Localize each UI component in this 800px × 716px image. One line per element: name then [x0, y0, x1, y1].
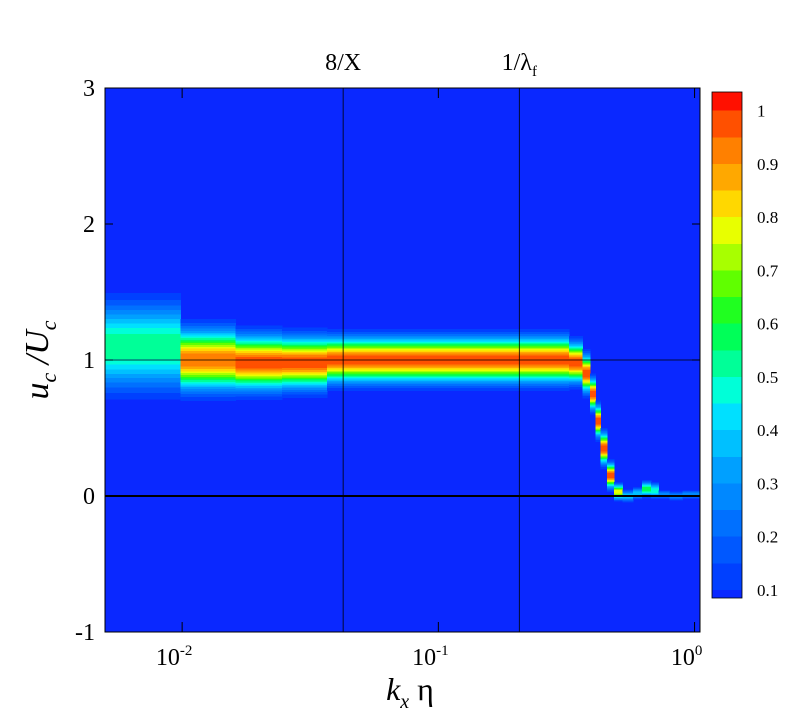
colorbar-segment	[712, 430, 742, 457]
annotation-sub: f	[532, 64, 537, 80]
annotation-text: 8/X	[325, 50, 361, 76]
contour-band	[650, 488, 660, 493]
y-label-sub2: c	[36, 320, 61, 330]
colorbar-segment	[712, 243, 742, 271]
contour-band	[595, 418, 602, 425]
x-tick-exponent: 0	[695, 643, 703, 659]
contour-band	[658, 492, 671, 497]
contour-band	[589, 390, 596, 398]
colorbar-label: 0.9	[757, 155, 778, 174]
contour-band	[642, 487, 652, 492]
colorbar-segment	[712, 110, 742, 138]
x-tick-exponent: -1	[436, 643, 449, 659]
contour-band	[569, 358, 583, 367]
colorbar-segment	[712, 563, 742, 591]
x-tick-label: 10-1	[412, 643, 449, 671]
colorbar-segment	[712, 350, 742, 377]
y-tick-label: 0	[83, 484, 95, 510]
y-tick-label: -1	[75, 620, 95, 646]
contour-band	[606, 473, 615, 479]
y-label-main: u	[19, 383, 56, 400]
colorbar-frame	[711, 91, 743, 599]
x-label-sub: x	[399, 691, 409, 711]
colorbar-label: 0.8	[757, 208, 778, 227]
x-tick-exponent: -2	[180, 643, 193, 659]
colorbar-segment	[712, 163, 742, 191]
x-label-rest: η	[409, 671, 434, 707]
contour-band	[600, 445, 608, 452]
contour-band	[613, 490, 624, 494]
colorbar-label: 0.1	[757, 581, 778, 600]
colorbar-segment	[712, 137, 742, 164]
colorbar-label: 0.4	[757, 421, 779, 440]
colorbar-label: 0.2	[757, 528, 778, 547]
x-label-main: k	[386, 671, 401, 707]
colorbar-segment	[712, 510, 742, 537]
annotation: 8/X	[325, 50, 361, 76]
colorbar-segment	[712, 590, 742, 598]
contour-band	[582, 369, 591, 378]
y-tick-label: 3	[83, 76, 95, 102]
contour-band	[235, 357, 283, 369]
y-axis-label: uc /Uc	[19, 320, 61, 399]
y-tick-label: 1	[83, 348, 95, 374]
contour-band	[632, 491, 643, 496]
x-tick-label: 100	[671, 643, 703, 671]
annotation-text: 1/λ	[502, 50, 533, 76]
y-label-main2: /U	[19, 328, 56, 373]
y-label-sub: c	[36, 373, 61, 383]
colorbar-segment	[712, 270, 742, 298]
colorbar-label: 0.6	[757, 315, 778, 334]
colorbar-label: 0.7	[757, 261, 779, 280]
colorbar-segment	[712, 297, 742, 324]
contour-band	[281, 357, 328, 368]
colorbar-label: 0.3	[757, 474, 778, 493]
x-tick-base: 10	[156, 645, 180, 671]
colorbar-segment	[712, 403, 742, 431]
x-tick-base: 10	[412, 645, 436, 671]
y-tick-label: 2	[83, 212, 95, 238]
annotation: 1/λf	[502, 50, 537, 80]
x-tick-label: 10-2	[156, 643, 193, 671]
colorbar-segment	[712, 376, 742, 404]
colorbar-segment	[712, 217, 742, 244]
colorbar-segment	[712, 190, 742, 218]
colorbar-segment	[712, 323, 742, 351]
contour-band	[682, 492, 700, 497]
contour-band	[105, 333, 182, 359]
colorbar-segment	[712, 92, 742, 111]
x-axis-label: kx η	[386, 671, 434, 711]
colorbar-label: 1	[757, 102, 766, 121]
colorbar-segment	[712, 483, 742, 511]
colorbar-segment	[712, 536, 742, 564]
colorbar-segment	[712, 456, 742, 484]
x-tick-base: 10	[671, 645, 695, 671]
colorbar-label: 0.5	[757, 368, 778, 387]
